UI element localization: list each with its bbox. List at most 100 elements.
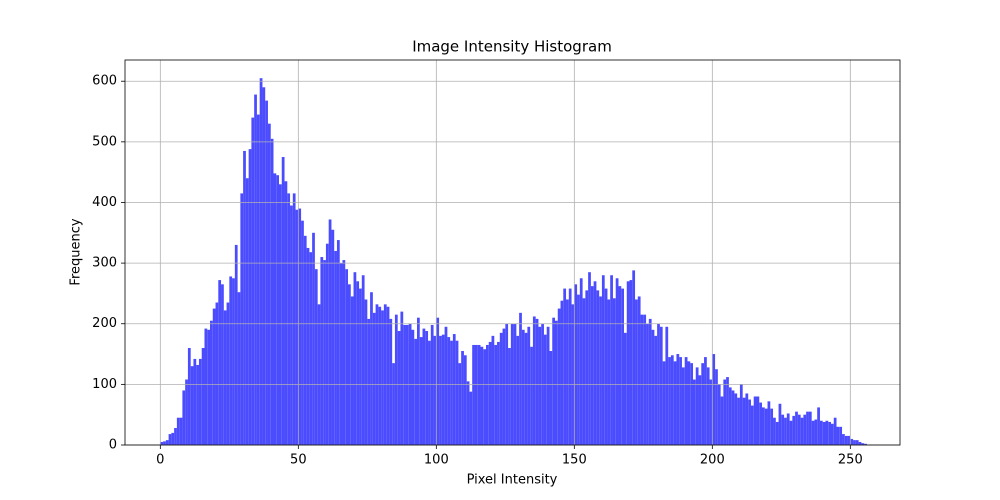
bar bbox=[397, 331, 401, 445]
bar bbox=[568, 288, 572, 445]
bar bbox=[814, 419, 818, 445]
bar bbox=[190, 366, 194, 445]
bar bbox=[786, 413, 790, 445]
bar bbox=[359, 288, 362, 445]
chart-title: Image Intensity Histogram bbox=[412, 38, 612, 56]
bar bbox=[386, 306, 390, 445]
bar bbox=[825, 420, 829, 445]
bar bbox=[530, 346, 533, 445]
bar bbox=[160, 441, 164, 445]
bar bbox=[339, 263, 343, 445]
bar bbox=[312, 232, 315, 445]
bar bbox=[778, 403, 782, 445]
bar bbox=[218, 280, 222, 445]
bar bbox=[762, 407, 765, 445]
bar bbox=[461, 351, 464, 445]
bar bbox=[472, 344, 475, 445]
bar bbox=[455, 340, 459, 445]
bar bbox=[240, 193, 244, 445]
bar bbox=[466, 381, 470, 445]
bar bbox=[262, 87, 266, 446]
bar bbox=[662, 361, 666, 445]
bar bbox=[659, 326, 663, 445]
bar bbox=[861, 443, 865, 445]
bar bbox=[811, 420, 815, 445]
bar bbox=[850, 438, 854, 445]
bar bbox=[806, 411, 809, 445]
plot-frame bbox=[124, 59, 901, 446]
bar bbox=[706, 367, 710, 445]
bar bbox=[334, 250, 337, 445]
bar bbox=[590, 286, 594, 445]
bar bbox=[405, 324, 409, 445]
bar bbox=[684, 357, 688, 445]
bar bbox=[273, 173, 277, 445]
bar bbox=[784, 417, 787, 445]
bar bbox=[229, 276, 233, 445]
bar bbox=[306, 247, 310, 445]
bar bbox=[532, 316, 536, 445]
bar bbox=[204, 328, 208, 445]
bar bbox=[549, 351, 553, 445]
bar bbox=[795, 411, 798, 445]
bar bbox=[483, 349, 487, 445]
bar bbox=[207, 329, 211, 445]
bar bbox=[411, 329, 415, 445]
bar bbox=[444, 326, 448, 445]
y-tick-label: 600 bbox=[92, 74, 117, 89]
bar bbox=[566, 299, 569, 445]
bar bbox=[577, 294, 580, 445]
bar bbox=[290, 205, 293, 445]
bar bbox=[364, 299, 368, 445]
bar bbox=[267, 123, 271, 446]
y-tick-label: 100 bbox=[92, 377, 117, 392]
bar bbox=[858, 441, 862, 445]
bar bbox=[593, 281, 597, 445]
bar bbox=[521, 329, 525, 445]
bar bbox=[237, 292, 241, 445]
bar bbox=[370, 292, 373, 445]
bar bbox=[179, 417, 183, 445]
bar bbox=[414, 338, 418, 445]
bar bbox=[668, 357, 671, 445]
x-tick-label: 50 bbox=[290, 453, 307, 468]
bar bbox=[546, 326, 550, 445]
bar bbox=[378, 306, 382, 445]
bar bbox=[234, 244, 238, 445]
bar bbox=[610, 275, 613, 445]
bar bbox=[256, 114, 260, 446]
bar bbox=[681, 367, 685, 445]
bar bbox=[350, 296, 354, 445]
bar bbox=[855, 440, 859, 445]
bar bbox=[527, 326, 531, 445]
bar bbox=[232, 278, 235, 445]
bar bbox=[389, 318, 393, 445]
bar bbox=[168, 434, 172, 445]
bar bbox=[254, 94, 257, 445]
bar bbox=[486, 344, 489, 445]
bar bbox=[394, 314, 398, 445]
bar bbox=[323, 260, 326, 445]
bar bbox=[770, 408, 774, 445]
bar bbox=[248, 149, 252, 446]
bar bbox=[679, 357, 682, 445]
bar bbox=[654, 335, 658, 445]
bar bbox=[596, 290, 600, 445]
bar bbox=[842, 434, 845, 445]
bar bbox=[640, 314, 644, 445]
bar bbox=[604, 288, 608, 445]
bar bbox=[651, 329, 655, 445]
bar bbox=[325, 243, 329, 445]
bar bbox=[356, 281, 360, 445]
bar bbox=[176, 417, 180, 445]
bar bbox=[585, 290, 589, 445]
bar bbox=[588, 272, 591, 445]
bar bbox=[165, 440, 169, 445]
bar bbox=[223, 310, 227, 445]
bar bbox=[372, 312, 376, 445]
y-tick-label: 300 bbox=[92, 256, 117, 271]
bar bbox=[582, 298, 586, 445]
bar bbox=[728, 387, 732, 445]
bar bbox=[367, 318, 371, 445]
